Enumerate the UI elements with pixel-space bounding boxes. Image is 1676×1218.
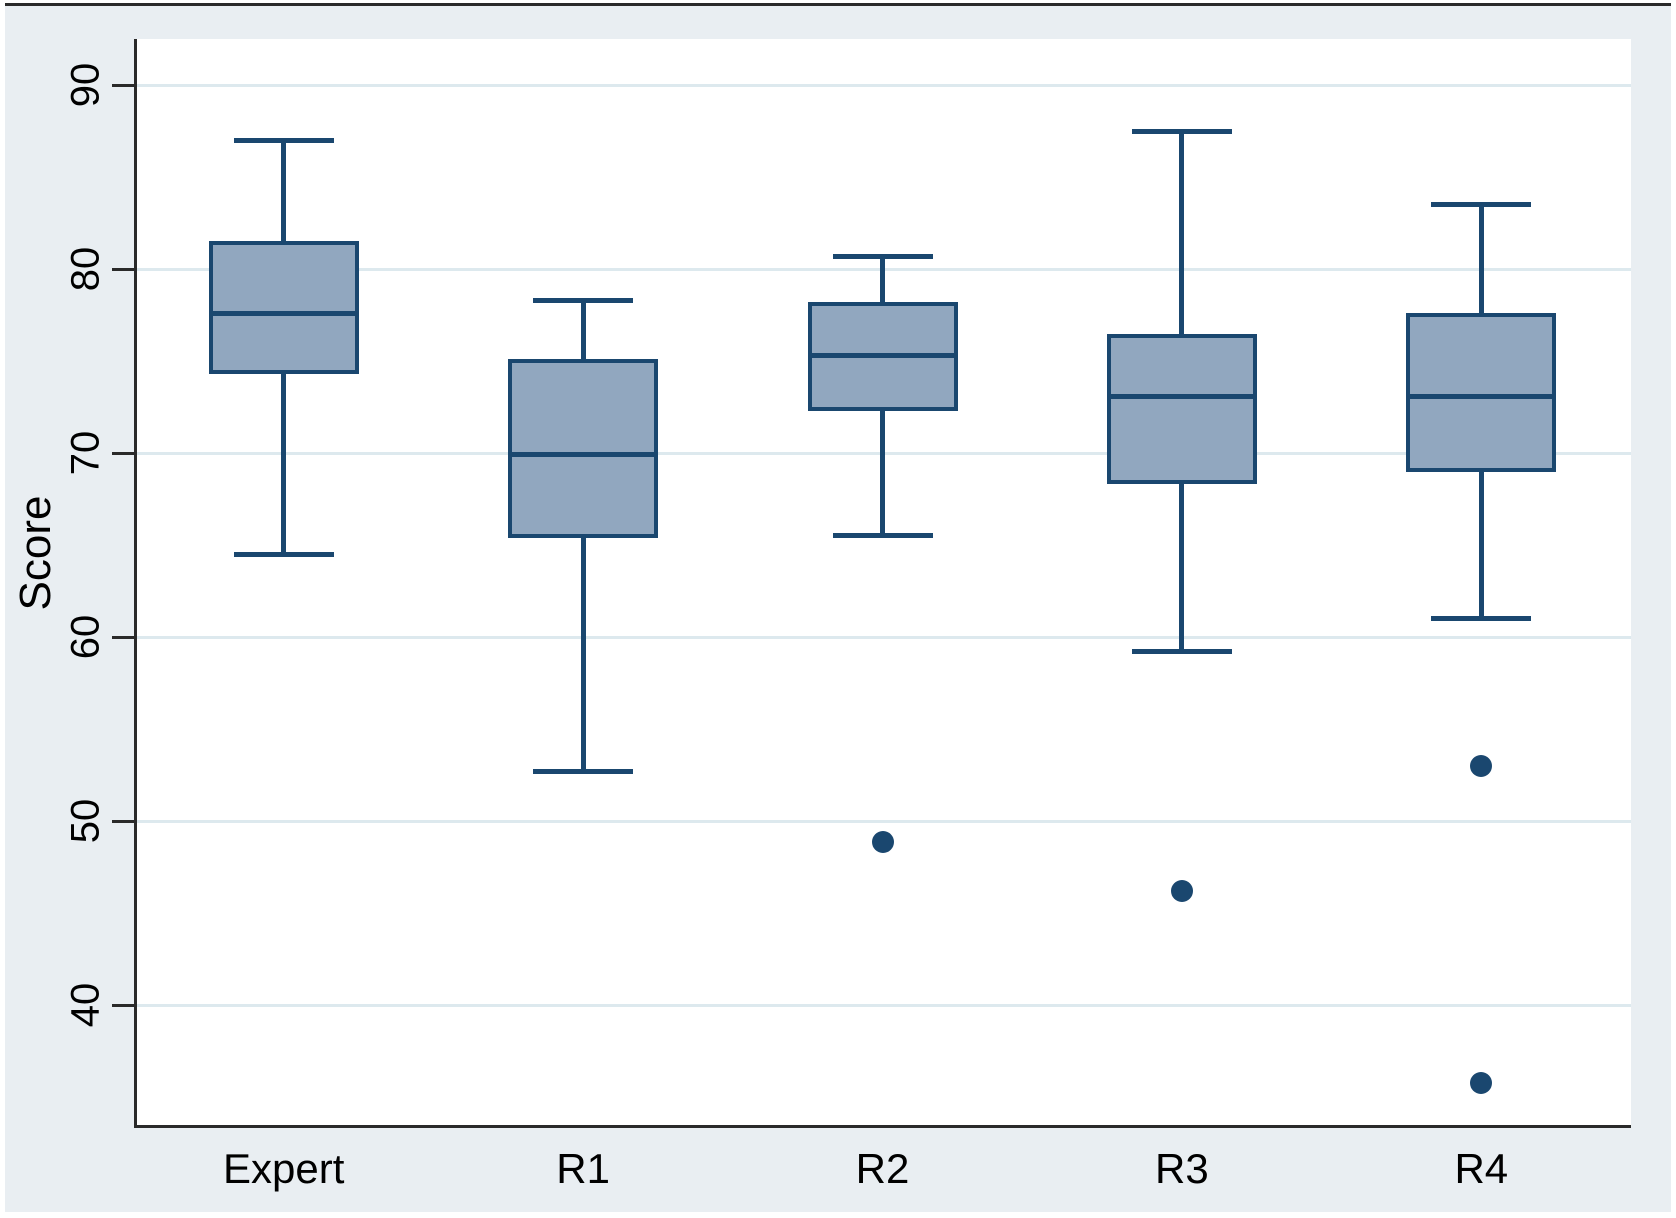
y-tick (112, 451, 134, 455)
median-line (807, 353, 958, 359)
whisker-cap-lower (1431, 616, 1532, 622)
whisker-stem-upper (281, 140, 287, 242)
whisker-cap-lower (1131, 649, 1232, 655)
y-gridline (134, 1003, 1631, 1007)
whisker-stem-lower (880, 410, 885, 536)
whisker-stem-upper (1179, 131, 1185, 334)
y-tick (112, 635, 134, 639)
whisker-cap-lower (832, 533, 933, 539)
whisker-cap-lower (233, 551, 334, 557)
y-gridline (134, 819, 1631, 823)
outlier-dot (871, 830, 894, 853)
whisker-stem-lower (1478, 471, 1484, 619)
y-tick-label: 40 (63, 983, 108, 1028)
plot-area (134, 39, 1631, 1125)
y-tick-label: 90 (63, 62, 108, 108)
x-axis-line (134, 1125, 1631, 1128)
whisker-stem-upper (580, 300, 586, 360)
whisker-cap-upper (832, 253, 933, 259)
whisker-stem-lower (281, 374, 287, 555)
median-line (508, 452, 659, 458)
y-tick (112, 267, 134, 271)
box-r4 (1406, 313, 1557, 472)
y-tick-label: 80 (63, 246, 108, 292)
y-axis-line (134, 39, 137, 1125)
x-tick-label-r2: R2 (855, 1145, 910, 1192)
y-tick (112, 83, 134, 87)
x-tick-label-r1: R1 (556, 1145, 610, 1192)
whisker-stem-upper (1478, 204, 1484, 314)
whisker-cap-upper (233, 137, 334, 143)
whisker-stem-upper (880, 256, 885, 303)
outlier-dot (1470, 755, 1493, 778)
box-r1 (508, 359, 659, 538)
median-line (1406, 393, 1557, 399)
whisker-stem-lower (1179, 484, 1185, 652)
y-tick-label: 60 (63, 614, 108, 660)
whisker-cap-upper (533, 297, 634, 303)
median-line (208, 310, 359, 316)
x-tick-label-r3: R3 (1155, 1145, 1209, 1192)
y-tick-label: 50 (63, 799, 108, 844)
y-tick (112, 819, 134, 823)
outlier-dot (1470, 1071, 1493, 1094)
box-r3 (1106, 333, 1257, 485)
whisker-cap-lower (533, 769, 634, 775)
whisker-stem-lower (580, 537, 586, 772)
y-gridline (134, 83, 1631, 87)
whisker-cap-upper (1131, 128, 1232, 134)
y-gridline (134, 635, 1631, 639)
y-tick-label: 70 (63, 430, 108, 476)
x-tick-label-expert: Expert (222, 1145, 345, 1192)
median-line (1106, 393, 1257, 399)
box-expert (208, 241, 359, 374)
y-axis-title: Score (11, 495, 60, 611)
outlier-dot (1170, 880, 1193, 903)
whisker-cap-upper (1431, 202, 1532, 208)
y-tick (112, 1003, 134, 1007)
x-tick-label-r4: R4 (1454, 1145, 1509, 1192)
